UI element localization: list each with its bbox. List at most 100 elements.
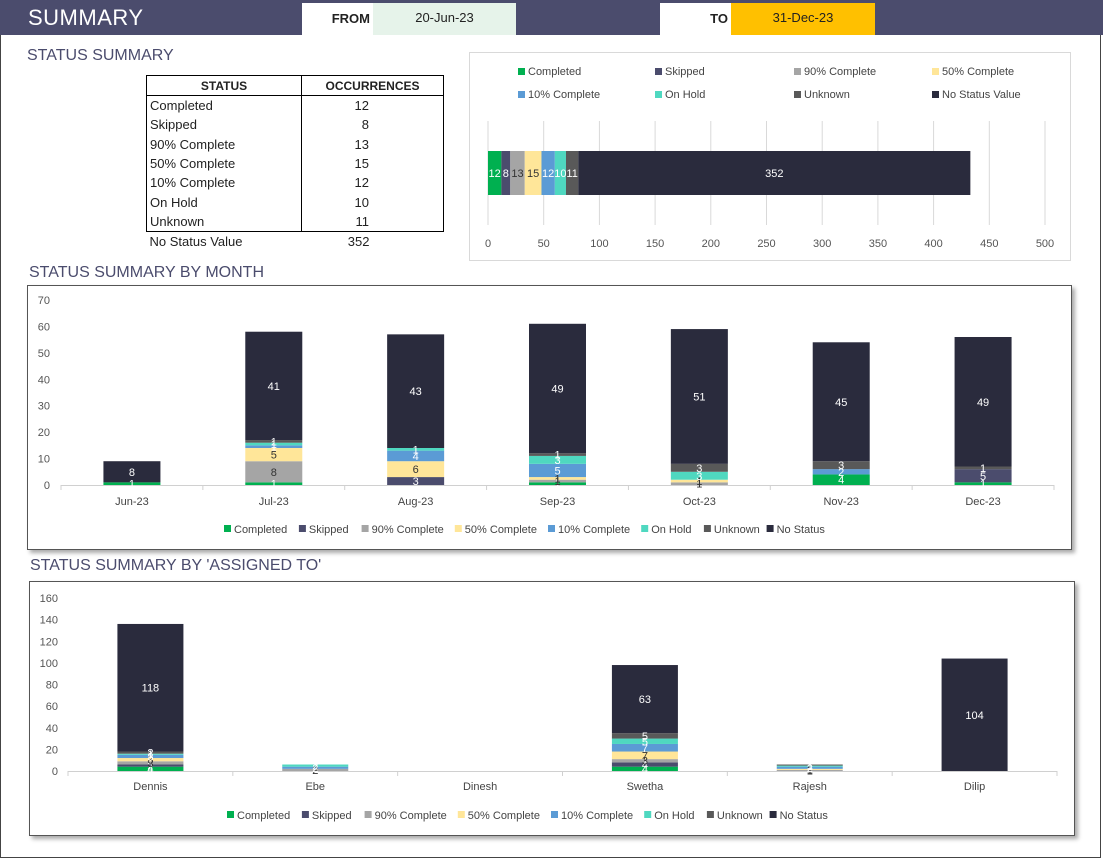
x-tick-label: 50: [538, 238, 550, 250]
data-label: 1: [554, 473, 560, 485]
data-label: 1: [413, 444, 419, 456]
data-label: 1: [980, 479, 986, 491]
to-label: TO: [660, 3, 731, 35]
data-label: 352: [765, 168, 783, 180]
bar-segment-on-hold: [670, 471, 728, 480]
legend-swatch-90-complete: [361, 525, 369, 532]
by-month-chart-svg: 010203040506070Jun-2318Jul-2318511141Aug…: [38, 295, 1055, 536]
by-assigned-chart-svg: 020406080100120140160Dennis4233312118Ebe…: [40, 593, 1058, 822]
data-label: 51: [693, 391, 705, 403]
bar-segment-completed: [812, 474, 870, 485]
data-label: 1: [807, 760, 813, 772]
x-tick-label: Nov-23: [823, 496, 858, 508]
x-tick-label: Dilip: [964, 781, 985, 793]
status-cell: No Status Value: [149, 234, 243, 250]
bar-segment-90-complete: [611, 759, 678, 763]
table-row: Skipped 8: [146, 115, 444, 135]
bar-segment-50-complete: [387, 461, 445, 478]
x-tick-label: Dec-23: [965, 496, 1000, 508]
x-tick-label: Ebe: [305, 781, 325, 793]
bar-segment-unknown: [670, 463, 728, 472]
legend-entry-no-status-value: No Status Value: [942, 89, 1021, 101]
legend-entry-skipped: Skipped: [665, 66, 705, 78]
data-label: 5: [554, 465, 560, 477]
data-label: 3: [554, 455, 560, 467]
table-row: 10% Complete 12: [146, 173, 444, 193]
data-label: 8: [503, 168, 509, 180]
status-summary-chart[interactable]: 0 50 100 150 200 250 300 350 400 450 500 Completed S…: [469, 52, 1071, 261]
by-month-chart[interactable]: 0 10 20 30 40 50 60 70 Jun-23 1 8 Jul-23 1 8 5 1 1 1 41 Aug…: [27, 285, 1072, 550]
bar-segment-completed: [103, 482, 161, 485]
bar-segment-50-complete: [529, 477, 586, 480]
to-date-field[interactable]: 31-Dec-23: [731, 3, 875, 35]
legend-entry-90-complete: 90% Complete: [804, 66, 876, 78]
bar-segment-10-complete: [529, 463, 586, 478]
bar-segment-no-status: [812, 342, 870, 462]
data-label: 3: [696, 463, 702, 475]
bar-segment-unknown: [611, 733, 678, 739]
data-label: 5: [642, 731, 648, 743]
by-month-heading: STATUS SUMMARY BY MONTH: [29, 264, 264, 281]
y-tick-label: 60: [46, 701, 58, 713]
count-cell: 10: [301, 192, 444, 212]
from-date-field[interactable]: 20-Jun-23: [373, 3, 516, 35]
by-assigned-chart[interactable]: 0 20 40 60 80 100 120 140 160 Dennis 4 2 3 3 3 1 2 118 Ebe…: [29, 581, 1075, 836]
data-label: 5: [980, 471, 986, 483]
bar-segment-no-status: [387, 334, 445, 448]
status-cell: Skipped: [146, 115, 302, 135]
bar-segment-no-status: [117, 623, 184, 752]
legend-swatch-completed: [518, 68, 525, 75]
bar-segment-90-complete: [670, 482, 728, 485]
from-label: FROM: [302, 3, 373, 35]
data-label: 4: [413, 451, 419, 463]
bar-segment-no-status-value: [578, 151, 971, 195]
bar-segment-50-complete: [776, 768, 843, 770]
bar-segment-on-hold: [776, 765, 843, 767]
legend-swatch-50-complete: [932, 68, 939, 75]
y-tick-label: 0: [44, 480, 50, 492]
legend-entry-unknown: Unknown: [804, 89, 850, 101]
data-label: 1: [271, 439, 277, 451]
data-label: 11: [566, 168, 577, 180]
bar-segment-no-status: [245, 331, 303, 441]
data-label: 3: [147, 751, 153, 763]
data-label: 1: [271, 436, 277, 448]
data-label: 4: [642, 760, 648, 772]
bar-segment-no-status: [103, 461, 161, 483]
bar-segment-unknown: [245, 440, 303, 443]
bar-segment-10-complete: [245, 445, 303, 448]
data-label: 118: [142, 683, 160, 695]
x-tick-label: 150: [646, 238, 664, 250]
data-label: 6: [413, 464, 419, 476]
bar-segment-90-complete: [776, 769, 843, 771]
bar-segment-unknown: [954, 466, 1012, 470]
data-label: 1: [980, 463, 986, 475]
by-assigned-heading: STATUS SUMMARY BY 'ASSIGNED TO': [30, 557, 322, 574]
legend-entry-no-status: No Status: [777, 524, 826, 536]
header-bar: SUMMARY FROM 20-Jun-23 TO 31-Dec-23: [0, 0, 1103, 35]
bar-segment-on-hold: [387, 448, 445, 451]
y-tick-label: 40: [38, 374, 50, 386]
bar-segment-90-complete: [529, 479, 586, 483]
data-label: 3: [838, 460, 844, 472]
legend-swatch-on-hold: [655, 91, 662, 98]
data-label: 4: [838, 475, 844, 487]
legend-entry-10-complete: 10% Complete: [558, 524, 630, 536]
data-label: 7: [642, 750, 648, 762]
legend-swatch-no-status: [769, 811, 777, 818]
table-row: Unknown 11: [146, 211, 444, 233]
bar-segment-unknown: [812, 461, 870, 470]
legend-entry-skipped: Skipped: [309, 524, 349, 536]
data-label: 15: [527, 168, 539, 180]
bar-segment-50-complete: [245, 448, 303, 462]
y-tick-label: 60: [38, 321, 50, 333]
bar-segment-no-status: [611, 665, 678, 734]
bar-segment-completed: [611, 766, 678, 771]
x-tick-label: 100: [590, 238, 608, 250]
bar-segment-10-complete: [387, 450, 445, 462]
data-label: 2: [147, 748, 153, 760]
bar-segment-90-complete: [282, 768, 349, 771]
data-label: 43: [410, 386, 422, 398]
x-tick-label: 200: [702, 238, 720, 250]
legend-swatch-10-complete: [518, 91, 525, 98]
